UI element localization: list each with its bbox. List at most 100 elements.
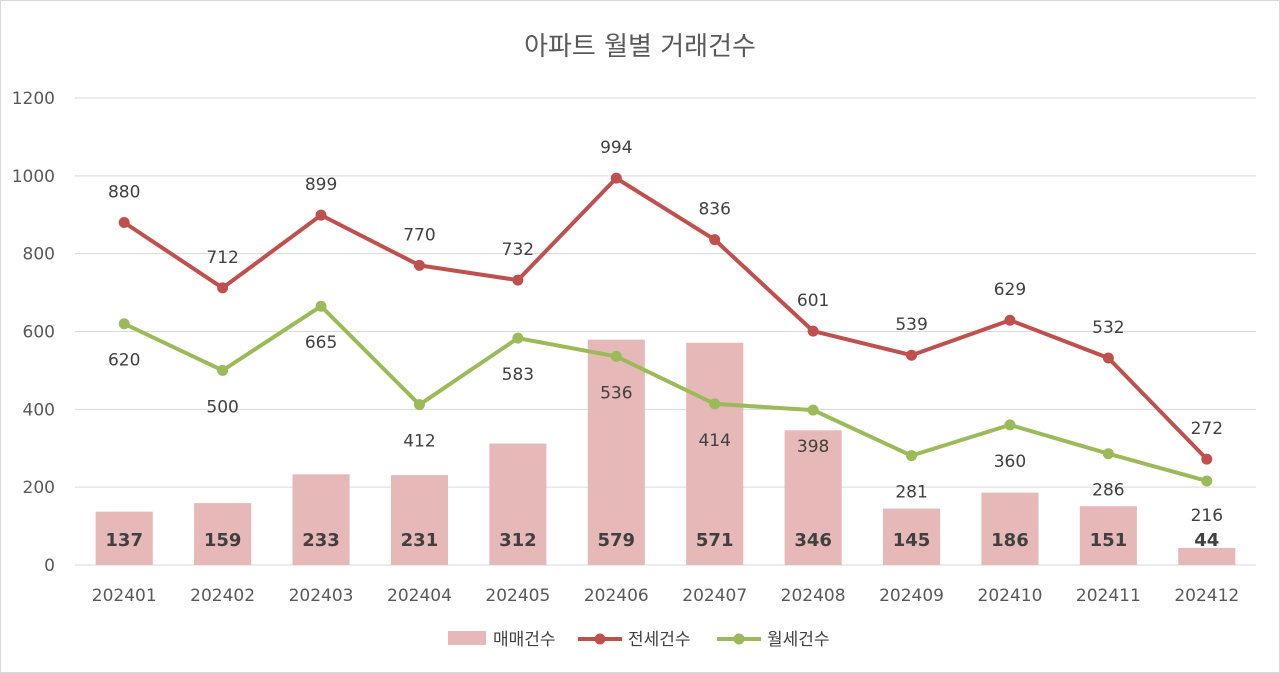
series-point <box>1004 419 1016 431</box>
bar-data-label: 233 <box>302 530 340 551</box>
bar-data-label: 137 <box>105 530 143 551</box>
line-data-label: 583 <box>502 365 534 385</box>
series-point <box>709 398 721 410</box>
x-tick-label: 202408 <box>781 586 846 606</box>
line-data-label: 360 <box>994 452 1026 472</box>
legend-label: 월세건수 <box>767 630 830 650</box>
bar <box>784 430 842 565</box>
series-point <box>1102 352 1114 364</box>
line-data-label: 899 <box>305 175 337 195</box>
line-data-label: 665 <box>305 333 337 353</box>
bar <box>390 475 448 565</box>
series-point <box>610 172 622 184</box>
series-point <box>118 217 130 229</box>
chart-title: 아파트 월별 거래건수 <box>524 32 756 62</box>
bar <box>292 474 350 565</box>
series-point <box>1102 448 1114 460</box>
series-point <box>315 209 327 221</box>
line-data-label: 412 <box>403 432 435 452</box>
series-point <box>512 274 524 286</box>
legend-swatch-point <box>733 633 745 645</box>
x-tick-label: 202401 <box>92 586 157 606</box>
y-tick-label: 0 <box>44 556 55 576</box>
line-data-label: 601 <box>797 291 829 311</box>
y-tick-label: 600 <box>23 323 55 343</box>
x-tick-label: 202410 <box>978 586 1043 606</box>
y-tick-label: 1000 <box>12 167 55 187</box>
y-tick-label: 400 <box>23 400 55 420</box>
bar <box>883 508 941 565</box>
series-point <box>512 332 524 344</box>
series-point <box>906 349 918 361</box>
bar-data-label: 44 <box>1194 530 1219 551</box>
legend-label: 전세건수 <box>628 630 691 650</box>
line-data-label: 500 <box>206 397 238 417</box>
series-point <box>315 300 327 312</box>
legend-label: 매매건수 <box>493 630 556 650</box>
line-data-label: 532 <box>1092 318 1124 338</box>
bar-data-label: 159 <box>204 530 242 551</box>
bar <box>1079 506 1137 565</box>
line-data-label: 536 <box>600 383 632 403</box>
series-point <box>1004 314 1016 326</box>
line-data-label: 836 <box>698 200 730 220</box>
bar <box>489 443 547 565</box>
legend-swatch-point <box>594 633 606 645</box>
x-tick-label: 202409 <box>879 586 944 606</box>
x-tick-label: 202411 <box>1076 586 1141 606</box>
bar <box>1178 547 1236 565</box>
series-point <box>118 318 130 330</box>
y-tick-label: 800 <box>23 245 55 265</box>
line-data-label: 770 <box>403 225 435 245</box>
bar <box>194 503 252 565</box>
bar <box>981 492 1039 565</box>
bar <box>686 342 744 565</box>
bar-data-label: 145 <box>893 530 931 551</box>
x-tick-label: 202403 <box>289 586 354 606</box>
series-point <box>217 364 229 376</box>
series-point <box>217 282 229 294</box>
line-data-label: 880 <box>108 183 140 203</box>
x-tick-label: 202404 <box>387 586 452 606</box>
x-tick-label: 202405 <box>485 586 550 606</box>
line-data-label: 539 <box>895 315 927 335</box>
line-data-label: 712 <box>206 248 238 268</box>
bar-data-label: 579 <box>598 530 636 551</box>
line-data-label: 620 <box>108 351 140 371</box>
x-tick-label: 202402 <box>190 586 255 606</box>
series-point <box>413 259 425 271</box>
bar-data-label: 346 <box>794 530 832 551</box>
y-tick-label: 1200 <box>12 89 55 109</box>
line-data-label: 994 <box>600 138 632 158</box>
line-data-label: 286 <box>1092 481 1124 501</box>
series-point <box>709 234 721 246</box>
x-tick-label: 202407 <box>682 586 747 606</box>
bar-data-label: 571 <box>696 530 734 551</box>
line-data-label: 398 <box>797 437 829 457</box>
bar-data-label: 231 <box>401 530 439 551</box>
series-point <box>1201 475 1213 487</box>
bar-data-label: 186 <box>991 530 1029 551</box>
series-line <box>122 304 1209 483</box>
series-point <box>610 350 622 362</box>
bar-data-label: 151 <box>1090 530 1128 551</box>
y-tick-label: 200 <box>23 478 55 498</box>
line-data-label: 414 <box>698 431 730 451</box>
series-line <box>122 176 1209 462</box>
series-point <box>413 399 425 411</box>
bar <box>587 339 645 565</box>
series-point <box>906 450 918 462</box>
line-data-label: 629 <box>994 280 1026 300</box>
bar-data-label: 312 <box>499 530 537 551</box>
legend-swatch-bar <box>448 631 486 645</box>
x-tick-label: 202406 <box>584 586 649 606</box>
series-point <box>807 325 819 337</box>
series-point <box>807 404 819 416</box>
line-data-label: 216 <box>1191 506 1223 526</box>
x-tick-label: 202412 <box>1174 586 1239 606</box>
bar <box>95 511 153 565</box>
line-data-label: 732 <box>502 240 534 260</box>
line-data-label: 272 <box>1191 419 1223 439</box>
series-point <box>1201 453 1213 465</box>
